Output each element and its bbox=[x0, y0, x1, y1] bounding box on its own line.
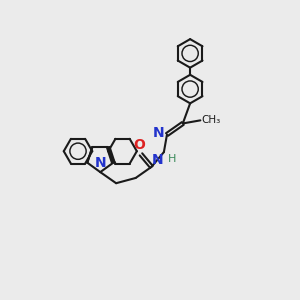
Text: N: N bbox=[153, 126, 165, 140]
Text: N: N bbox=[152, 153, 163, 167]
Text: N: N bbox=[94, 156, 106, 170]
Text: CH₃: CH₃ bbox=[202, 115, 221, 125]
Text: H: H bbox=[167, 154, 176, 164]
Text: O: O bbox=[134, 138, 146, 152]
